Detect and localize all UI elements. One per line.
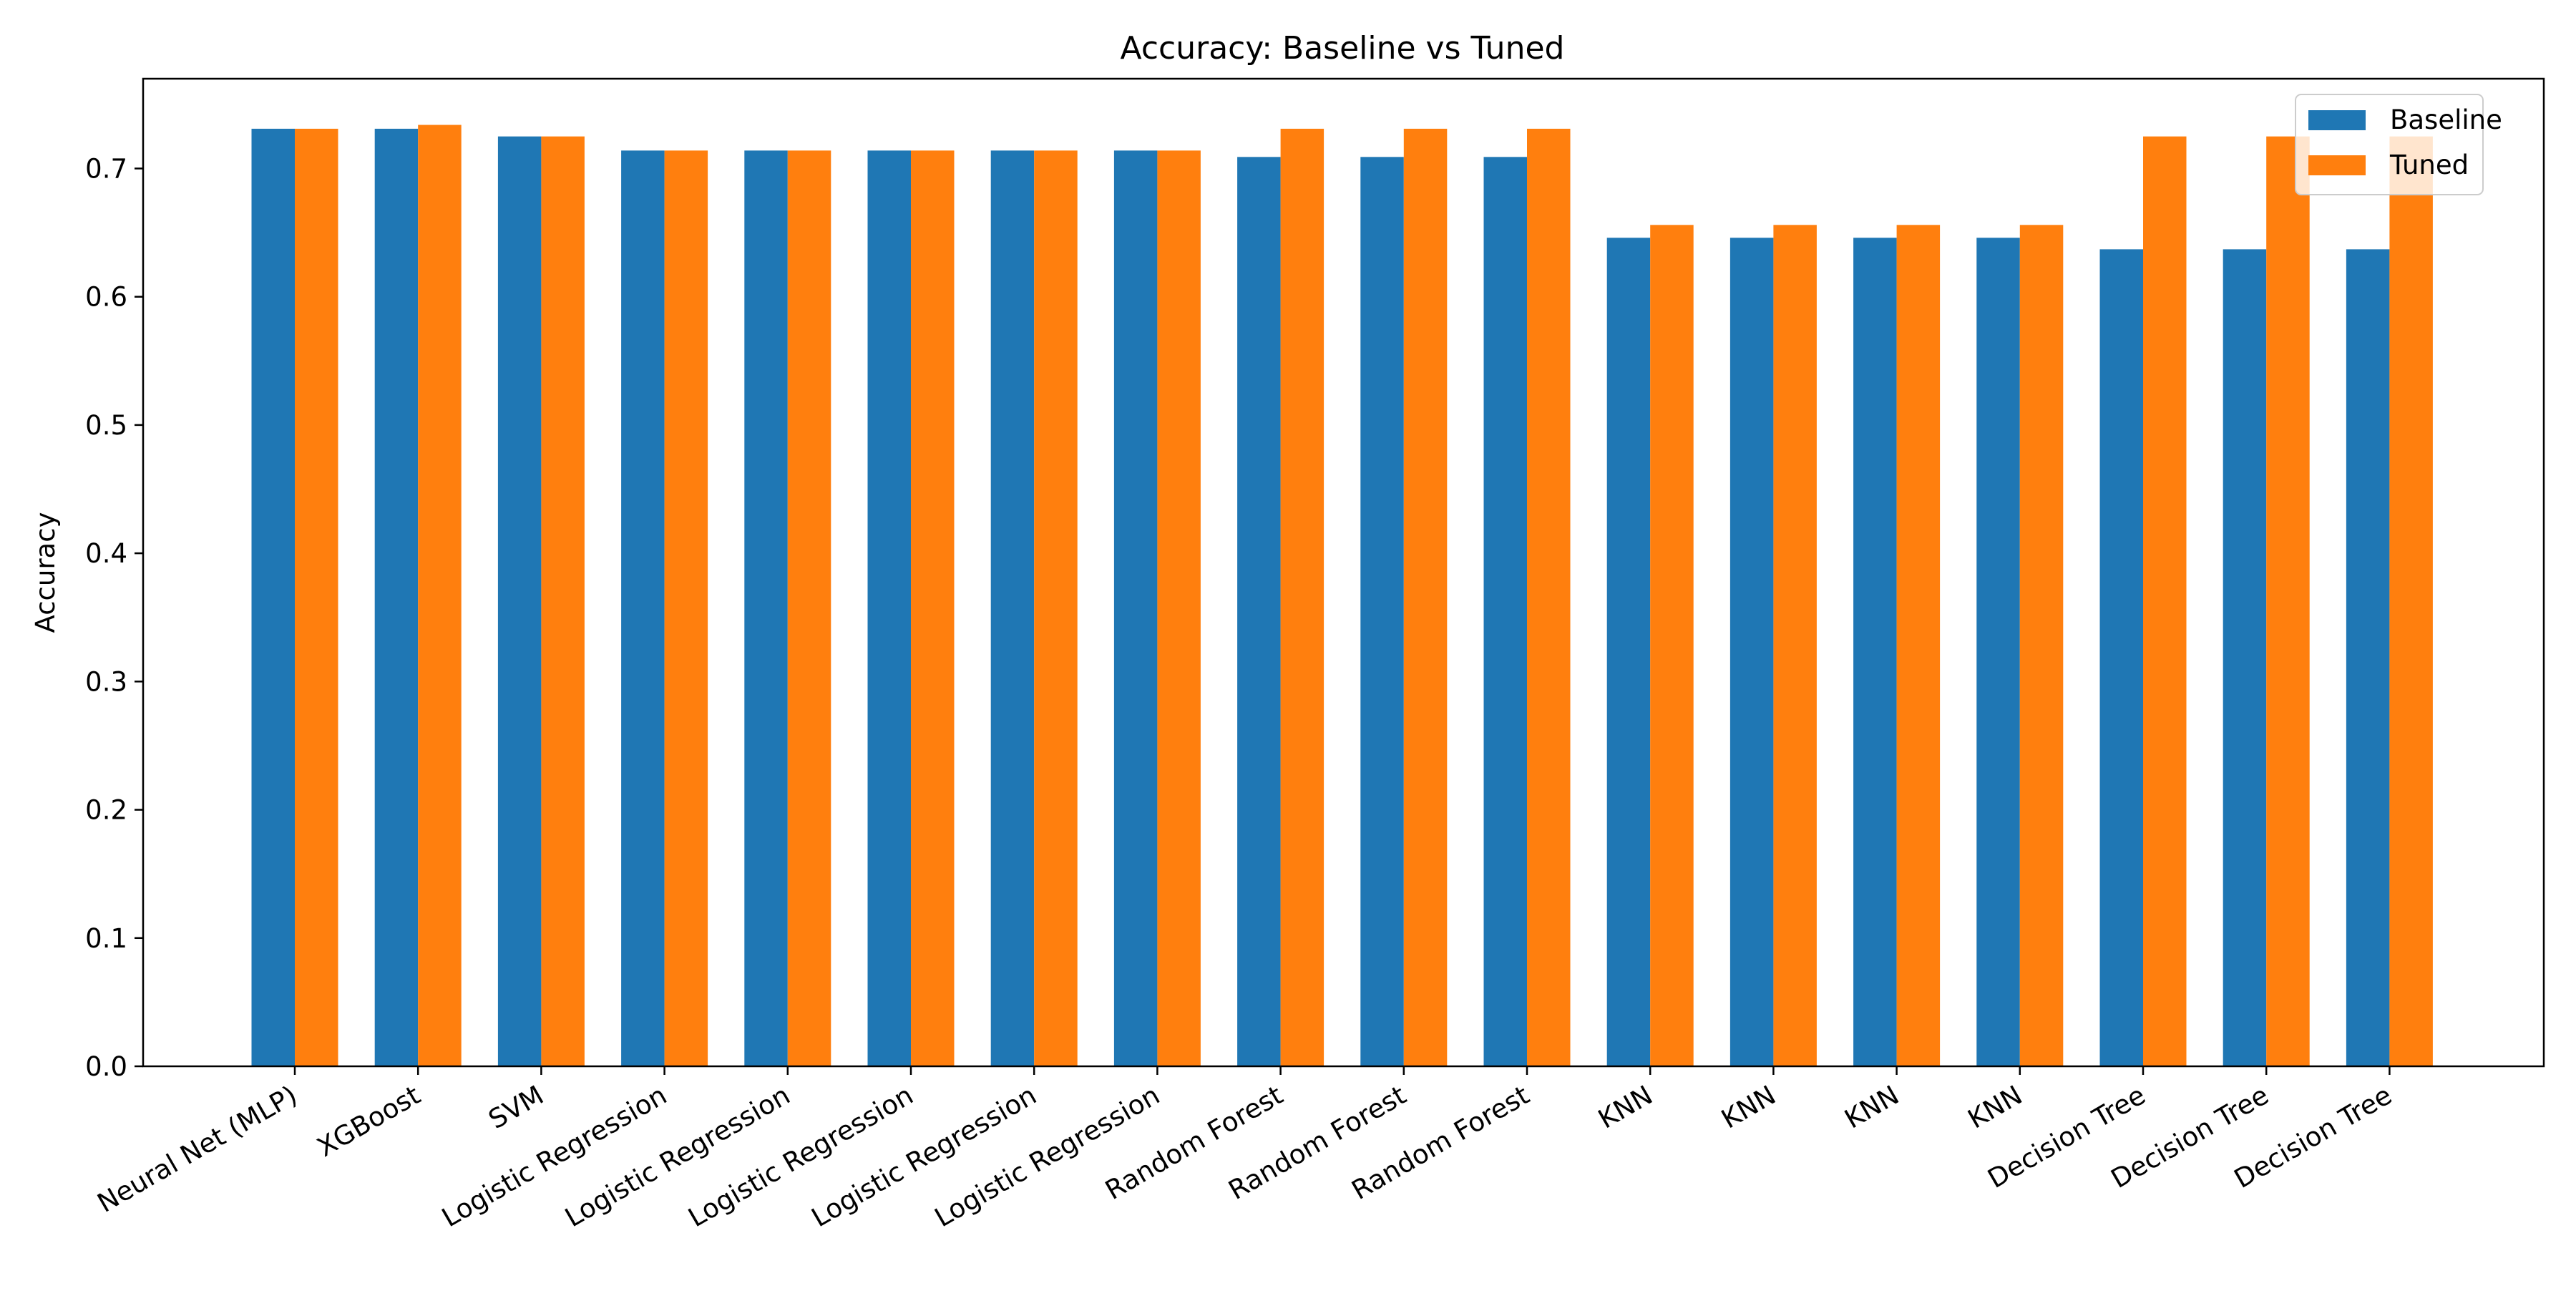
chart-title: Accuracy: Baseline vs Tuned — [1121, 30, 1565, 67]
bar-baseline-4 — [744, 150, 788, 1066]
bar-tuned-1 — [418, 125, 462, 1066]
bar-tuned-11 — [1650, 225, 1694, 1067]
bar-baseline-13 — [1853, 238, 1897, 1066]
y-tick-label: 0.0 — [85, 1051, 127, 1082]
y-axis-ticks: 0.0 0.1 0.2 0.3 0.4 0.5 0.6 0.7 — [85, 153, 143, 1082]
legend-swatch-baseline — [2308, 110, 2366, 130]
bar-tuned-2 — [541, 136, 585, 1066]
bar-baseline-1 — [374, 128, 419, 1066]
bar-baseline-5 — [867, 150, 911, 1066]
bar-baseline-3 — [621, 150, 665, 1066]
bar-tuned-15 — [2143, 136, 2187, 1066]
legend-label-tuned: Tuned — [2389, 150, 2469, 180]
bar-tuned-17 — [2389, 136, 2433, 1066]
bar-baseline-8 — [1237, 157, 1281, 1066]
bar-baseline-14 — [1976, 238, 2020, 1066]
bar-tuned-6 — [1034, 150, 1078, 1066]
plot-frame — [142, 77, 2545, 1068]
bar-tuned-16 — [2266, 136, 2310, 1066]
bar-baseline-10 — [1483, 157, 1527, 1066]
bar-tuned-0 — [295, 128, 338, 1066]
bar-tuned-13 — [1896, 225, 1941, 1067]
bar-tuned-4 — [787, 150, 831, 1066]
y-tick-label: 0.1 — [85, 923, 127, 954]
bar-tuned-8 — [1280, 128, 1324, 1066]
bar-baseline-6 — [990, 150, 1035, 1066]
bar-baseline-15 — [2099, 249, 2143, 1066]
legend-label-baseline: Baseline — [2390, 104, 2502, 135]
bar-baseline-12 — [1729, 238, 1774, 1066]
y-axis-label: Accuracy — [30, 512, 61, 633]
bars-group — [251, 125, 2433, 1067]
legend-swatch-tuned — [2308, 155, 2366, 175]
y-tick-label: 0.7 — [85, 153, 127, 184]
bar-tuned-7 — [1157, 150, 1201, 1066]
bar-tuned-3 — [664, 150, 708, 1066]
bar-baseline-9 — [1360, 157, 1404, 1066]
bar-baseline-11 — [1606, 238, 1651, 1066]
bar-baseline-16 — [2223, 249, 2267, 1066]
y-tick-label: 0.6 — [85, 282, 127, 313]
y-tick-label: 0.2 — [85, 795, 127, 826]
bar-baseline-17 — [2346, 249, 2390, 1066]
y-tick-label: 0.4 — [85, 538, 127, 569]
y-tick-label: 0.5 — [85, 410, 127, 441]
bar-baseline-2 — [497, 136, 542, 1066]
bar-tuned-5 — [911, 150, 955, 1066]
bar-baseline-0 — [251, 128, 295, 1066]
bar-tuned-14 — [2019, 225, 2064, 1067]
bar-baseline-7 — [1113, 150, 1158, 1066]
bar-tuned-12 — [1773, 225, 1817, 1067]
bar-tuned-9 — [1403, 128, 1448, 1066]
bar-tuned-10 — [1527, 128, 1571, 1066]
y-tick-label: 0.3 — [85, 666, 127, 697]
legend: Baseline Tuned — [2295, 94, 2502, 195]
